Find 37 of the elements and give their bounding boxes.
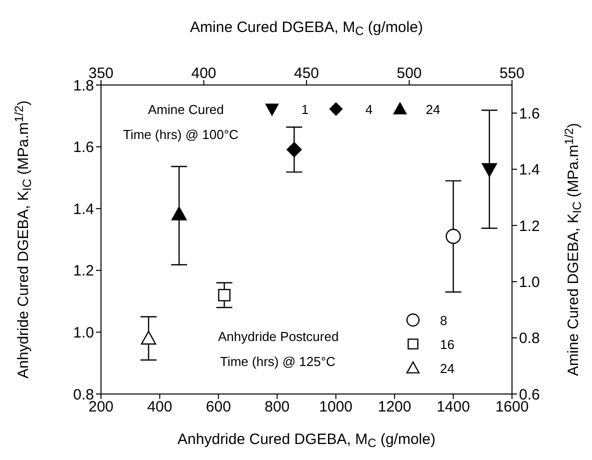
y-tick-label: 1.6 [73, 139, 94, 156]
y2-tick-label: 1.2 [519, 218, 540, 235]
y-tick-label: 1.2 [73, 262, 94, 280]
y2-tick-label: 1.6 [519, 105, 540, 122]
x-tick-label: 1400 [436, 398, 470, 416]
y2-tick-label: 1.0 [519, 274, 540, 291]
annotation: Time (hrs) @ 125°C [220, 354, 336, 369]
point [446, 228, 461, 244]
legend-label: 8 [440, 313, 448, 328]
y-tick-label: 1.4 [73, 200, 94, 218]
x-tick-label: 800 [264, 398, 290, 416]
x-tick-label: 1600 [495, 398, 529, 416]
legend-label: 4 [365, 102, 373, 117]
y-tick-label: 1.0 [73, 324, 94, 342]
point [140, 330, 156, 345]
legend-label: 1 [301, 102, 309, 117]
x2-tick-label: 500 [396, 65, 422, 82]
x2-tick-label: 400 [191, 65, 216, 82]
y2-tick-label: 1.4 [519, 162, 540, 179]
x2-axis-title: Amine Cured DGEBA, M$_{C}$ (g/mole) [190, 19, 423, 38]
legend-label: 16 [440, 337, 454, 352]
x-tick-label: 200 [88, 398, 114, 416]
legend-label: 24 [440, 361, 454, 376]
annotation: Anhydride Postcured [218, 329, 339, 344]
x-tick-label: 1200 [378, 398, 412, 416]
point [218, 288, 230, 302]
x-tick-label: 400 [147, 398, 172, 416]
x-tick-label: 1000 [319, 398, 353, 416]
annotation: Time (hrs) @ 100°C [123, 127, 238, 142]
x-axis-title: Anhydride Cured DGEBA, M$_{C}$ (g/mole) [178, 431, 436, 450]
y-tick-label: 1.8 [73, 77, 94, 94]
x-tick-label: 600 [206, 398, 231, 416]
x2-tick-label: 550 [499, 65, 525, 82]
y2-tick-label: 0.8 [519, 330, 540, 348]
x2-tick-label: 450 [294, 65, 320, 82]
annotation: Amine Cured [148, 102, 224, 117]
legend-label: 24 [426, 102, 440, 117]
